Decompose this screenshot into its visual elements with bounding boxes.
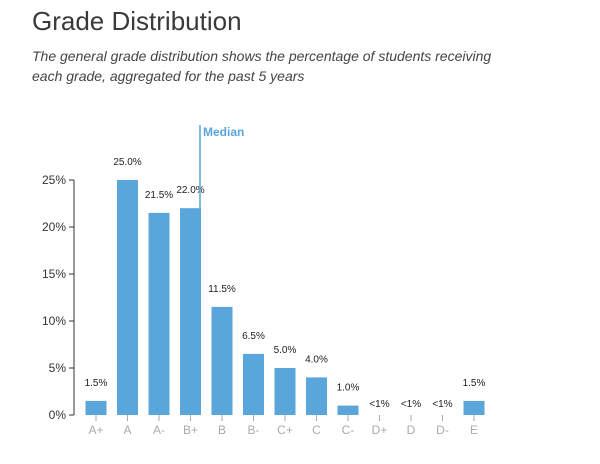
bar [211,306,233,415]
x-tick-label: A+ [88,423,103,437]
bar [306,377,327,415]
median-label: Median [203,125,244,139]
data-label: <1% [432,399,452,410]
x-tick-label: D- [436,423,449,437]
x-tick-label: B+ [183,423,198,437]
bar [463,400,485,415]
page-subtitle: The general grade distribution shows the… [32,48,492,84]
x-tick-label: A- [153,423,165,437]
page-title: Grade Distribution [32,6,242,36]
data-label: <1% [401,399,421,410]
y-tick-label: 20% [42,220,66,234]
x-tick-label: D [407,423,416,437]
y-tick-label: 0% [49,408,67,422]
data-label: 1.5% [463,378,486,389]
data-label: 5.0% [274,345,297,356]
data-label: 21.5% [145,190,173,201]
bar [180,208,201,415]
bar [85,400,107,415]
data-label: 22.0% [176,185,204,196]
y-tick-label: 15% [42,267,66,281]
y-tick-label: 25% [42,173,66,187]
x-tick-label: E [470,423,478,437]
x-tick-label: C [312,423,321,437]
data-label: <1% [369,399,389,410]
y-tick-label: 10% [42,314,66,328]
bar [274,368,296,415]
bar [243,353,264,415]
data-label: 1.5% [85,378,108,389]
x-tick-label: D+ [372,423,388,437]
x-tick-label: C+ [277,423,293,437]
bar [337,405,359,415]
data-label: 1.0% [337,383,360,394]
bar [117,180,138,415]
y-tick-label: 5% [49,361,67,375]
x-tick-label: B [218,423,226,437]
x-tick-label: B- [248,423,260,437]
data-label: 11.5% [208,284,236,295]
bar [148,212,170,415]
data-label: 6.5% [242,331,265,342]
data-label: 25.0% [113,157,141,168]
data-label: 4.0% [305,354,328,365]
x-tick-label: A [123,423,131,437]
x-tick-label: C- [342,423,355,437]
